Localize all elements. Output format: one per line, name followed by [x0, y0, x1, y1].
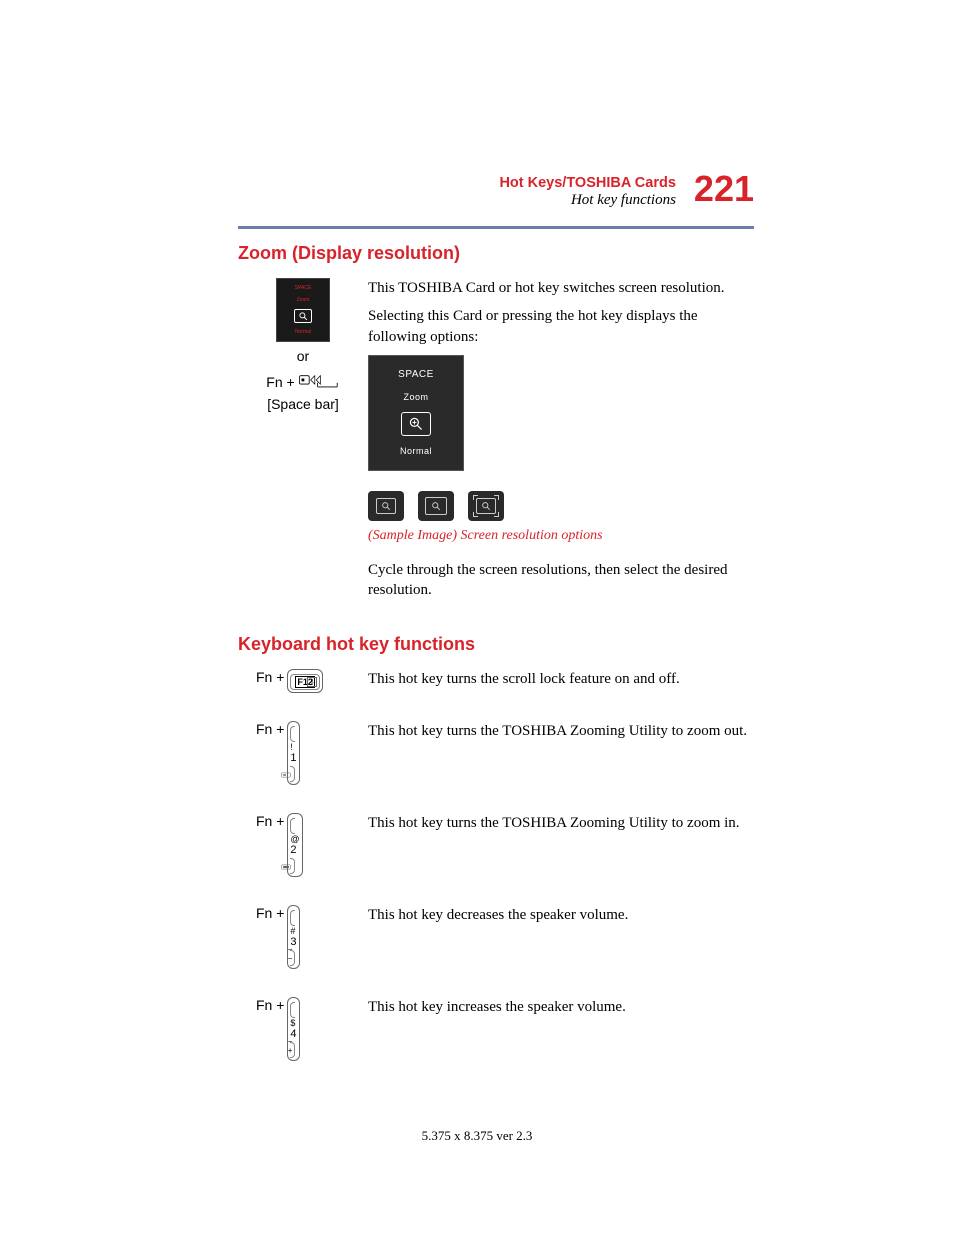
zoom-intro-2: Selecting this Card or pressing the hot …: [368, 306, 754, 347]
hotkey-row-3: Fn + # 3 − − This hot key decreases the …: [238, 905, 754, 969]
key-4-sym: $: [290, 1018, 296, 1028]
resolution-option-2-icon: [418, 491, 454, 521]
resolution-option-1-icon: [368, 491, 404, 521]
fn-label: Fn +: [256, 997, 284, 1013]
hotkey-desc-f12: This hot key turns the scroll lock featu…: [368, 669, 754, 689]
zoom-magnifier-plus-icon: [401, 412, 431, 436]
hotkey-row-2: Fn + @ 2 This hot key turns the TOSHIBA …: [238, 813, 754, 877]
section-title-zoom: Zoom (Display resolution): [238, 243, 754, 264]
key-3-icon: # 3 − −: [287, 905, 299, 969]
hotkey-desc-4: This hot key increases the speaker volum…: [368, 997, 754, 1017]
vol-up-glyph: − +: [288, 1037, 293, 1055]
hotkey-desc-2: This hot key turns the TOSHIBA Zooming U…: [368, 813, 754, 833]
fn-label: Fn +: [256, 813, 284, 829]
key-1-num: 1: [290, 752, 296, 764]
or-label: or: [238, 348, 368, 364]
hotkey-desc-1: This hot key turns the TOSHIBA Zooming U…: [368, 721, 754, 741]
key-1-sym: !: [290, 742, 296, 752]
section-title-keyboard: Keyboard hot key functions: [238, 634, 754, 655]
key-2-sym: @: [290, 834, 299, 844]
zoom-card-large: SPACE Zoom Normal: [368, 355, 464, 471]
card-small-bot: Normal: [295, 329, 311, 335]
spacebar-key-icon: [298, 370, 340, 394]
spacebar-label: [Space bar]: [238, 396, 368, 412]
zoom-in-glyph-icon: [281, 864, 291, 870]
card-large-top: SPACE: [398, 368, 434, 382]
key-2-num: 2: [290, 844, 299, 856]
hotkey-desc-3: This hot key decreases the speaker volum…: [368, 905, 754, 925]
resolution-options-row: [368, 491, 754, 521]
zoom-outro: Cycle through the screen resolutions, th…: [368, 560, 754, 601]
key-2-icon: @ 2: [287, 813, 302, 877]
card-small-mid: Zoom: [297, 297, 310, 303]
header-title: Hot Keys/TOSHIBA Cards: [499, 175, 675, 191]
card-small-top: SPACE: [295, 285, 312, 291]
key-1-icon: ! 1: [287, 721, 299, 785]
key-3-sym: #: [290, 926, 296, 936]
page-footer: 5.375 x 8.375 ver 2.3: [0, 1128, 954, 1144]
fn-label: Fn +: [256, 721, 284, 737]
fn-spacebar-combo: Fn +: [238, 370, 368, 394]
zoom-out-glyph-icon: [281, 772, 291, 778]
key-f12-icon: F12 ⇩: [287, 669, 323, 693]
key-4-icon: $ 4 − +: [287, 997, 299, 1061]
hotkey-row-1: Fn + ! 1 This hot key turns the TOSHIBA …: [238, 721, 754, 785]
hotkey-row-f12: Fn + F12 ⇩ This hot key turns the scroll…: [238, 669, 754, 693]
scroll-lock-glyph: ⇩: [307, 677, 317, 687]
zoom-card-small: SPACE Zoom Normal: [276, 278, 330, 342]
zoom-magnifier-icon: [294, 309, 312, 323]
fn-label: Fn +: [266, 374, 294, 390]
fn-label: Fn +: [256, 669, 284, 685]
fn-label: Fn +: [256, 905, 284, 921]
zoom-hotkey-visual: SPACE Zoom Normal or Fn +: [238, 278, 368, 412]
header-rule: [238, 226, 754, 229]
card-large-mid: Zoom: [403, 391, 428, 403]
card-large-bot: Normal: [400, 445, 432, 457]
resolution-option-3-icon: [468, 491, 504, 521]
page-number: 221: [694, 171, 754, 207]
vol-down-glyph: − −: [288, 945, 293, 963]
hotkey-row-4: Fn + $ 4 − + This hot key increases the …: [238, 997, 754, 1061]
zoom-intro-1: This TOSHIBA Card or hot key switches sc…: [368, 278, 754, 298]
page-header: Hot Keys/TOSHIBA Cards Hot key functions…: [499, 175, 754, 211]
header-subtitle: Hot key functions: [499, 192, 675, 209]
resolution-options-caption: (Sample Image) Screen resolution options: [368, 527, 754, 546]
